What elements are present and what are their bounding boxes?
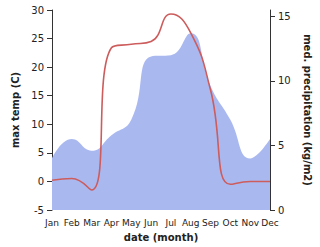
svg-text:date (month): date (month)	[124, 232, 198, 243]
svg-text:Jul: Jul	[164, 218, 176, 228]
svg-text:-5: -5	[34, 205, 44, 216]
svg-text:5: 5	[278, 140, 284, 151]
svg-text:max temp (C): max temp (C)	[10, 72, 21, 148]
svg-text:Feb: Feb	[64, 218, 80, 228]
svg-text:10: 10	[278, 75, 291, 86]
svg-text:0: 0	[38, 176, 44, 187]
svg-text:30: 30	[31, 5, 44, 16]
svg-text:Sep: Sep	[202, 218, 219, 228]
svg-text:Oct: Oct	[223, 218, 239, 228]
svg-text:Mar: Mar	[83, 218, 100, 228]
svg-text:Jan: Jan	[44, 218, 59, 228]
svg-text:20: 20	[31, 62, 44, 73]
svg-text:15: 15	[278, 11, 291, 22]
svg-text:Apr: Apr	[104, 218, 120, 228]
svg-text:med. precipitation (kg/m2): med. precipitation (kg/m2)	[302, 34, 313, 186]
svg-text:Nov: Nov	[241, 218, 259, 228]
svg-text:10: 10	[31, 119, 44, 130]
svg-text:5: 5	[38, 147, 44, 158]
svg-text:15: 15	[31, 90, 44, 101]
svg-text:Jun: Jun	[143, 218, 158, 228]
svg-text:Aug: Aug	[182, 218, 200, 228]
svg-text:May: May	[122, 218, 141, 228]
svg-text:Dec: Dec	[261, 218, 278, 228]
svg-text:25: 25	[31, 33, 44, 44]
svg-text:0: 0	[278, 205, 284, 216]
